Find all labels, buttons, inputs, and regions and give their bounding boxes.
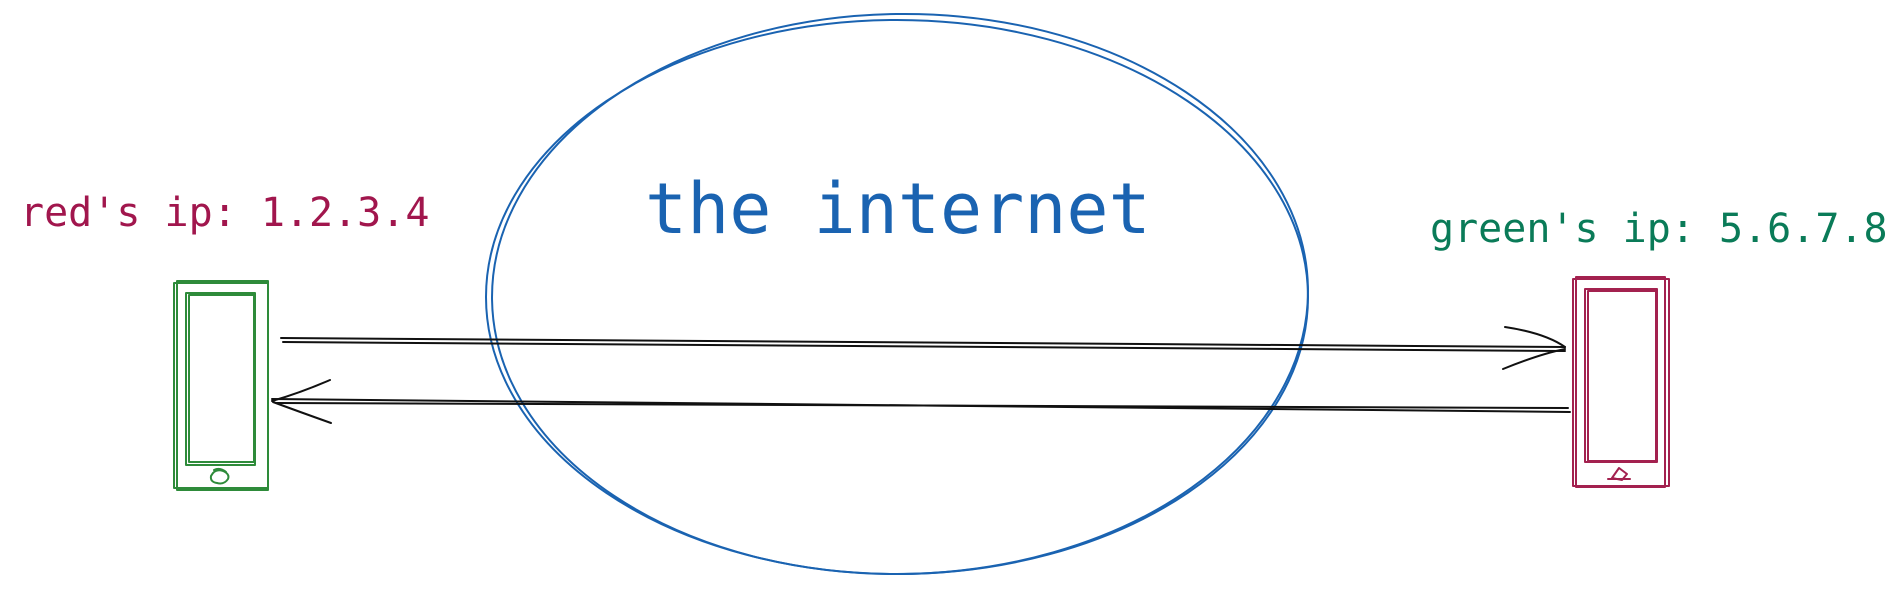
red-ip-label: red's ip: 1.2.3.4 [20,190,430,236]
internet-title: the internet [645,168,1151,250]
green-ip-label: green's ip: 5.6.7.8 [1430,206,1888,252]
arrow-green-to-red [271,379,1571,424]
arrow-red-to-green [280,326,1566,370]
left-phone-icon [173,280,269,491]
right-phone-icon [1572,276,1670,488]
internet-ellipse [485,12,1309,576]
